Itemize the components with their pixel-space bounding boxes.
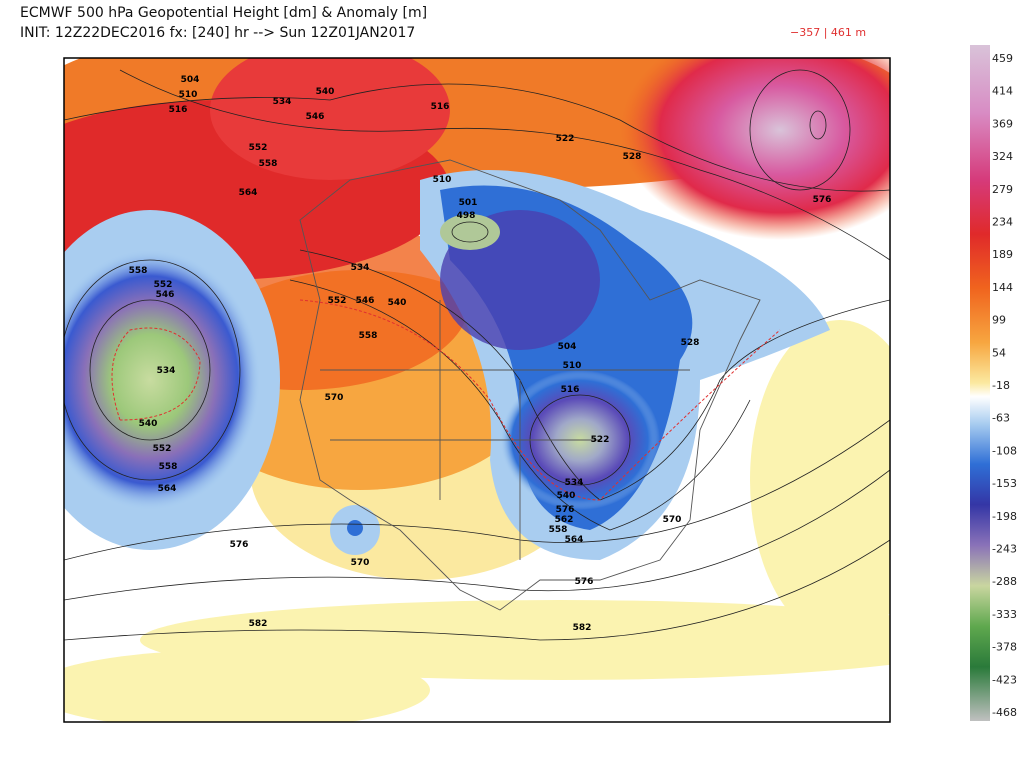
contour-label: 528: [681, 338, 700, 348]
contour-label: 552: [153, 444, 172, 454]
contour-label: 540: [557, 491, 576, 501]
contour-label: 552: [154, 280, 173, 290]
contour-label: 510: [563, 361, 582, 371]
contour-label: 516: [431, 102, 450, 112]
colorbar-label: -468: [992, 706, 1017, 719]
contour-label: 534: [351, 263, 370, 273]
contour-label: 522: [556, 134, 575, 144]
colorbar-label: -378: [992, 641, 1017, 654]
colorbar-label: 99: [992, 314, 1006, 327]
contour-label: 558: [129, 266, 148, 276]
contour-label: 498: [457, 211, 476, 221]
contour-label: 570: [663, 515, 682, 525]
contour-label: 540: [316, 87, 335, 97]
colorbar-label: -63: [992, 412, 1010, 425]
contour-label: 570: [351, 558, 370, 568]
anomaly-range: −357 | 461 m: [790, 26, 866, 39]
colorbar-label: 189: [992, 248, 1013, 261]
colorbar-label: 459: [992, 52, 1013, 65]
title: ECMWF 500 hPa Geopotential Height [dm] &…: [20, 5, 427, 21]
map-frame: [63, 57, 891, 723]
contour-label: 540: [139, 419, 158, 429]
contour-label: 516: [561, 385, 580, 395]
contour-label: 552: [249, 143, 268, 153]
colorbar-label: -333: [992, 608, 1017, 621]
contour-label: 552: [328, 296, 347, 306]
contour-label: 546: [356, 296, 375, 306]
contour-label: 582: [573, 623, 592, 633]
colorbar: [970, 45, 990, 721]
colorbar-label: 279: [992, 183, 1013, 196]
contour-label: 510: [179, 90, 198, 100]
colorbar-label: 54: [992, 346, 1006, 359]
map: 5045105165345405465525585645165225285765…: [64, 58, 890, 722]
contour-label: 534: [157, 366, 176, 376]
colorbar-label: -198: [992, 510, 1017, 523]
contour-label: 528: [623, 152, 642, 162]
colorbar-label: -153: [992, 477, 1017, 490]
contour-label: 558: [359, 331, 378, 341]
contour-label: 504: [181, 75, 200, 85]
contour-label: 564: [565, 535, 584, 545]
contour-label: 504: [558, 342, 577, 352]
contour-label: 582: [249, 619, 268, 629]
contour-label: 562: [555, 515, 574, 525]
contour-label: 576: [575, 577, 594, 587]
contour-label: 546: [156, 290, 175, 300]
colorbar-label: 369: [992, 117, 1013, 130]
contour-label: 534: [273, 97, 292, 107]
colorbar-label: -108: [992, 444, 1017, 457]
colorbar-label: -288: [992, 575, 1017, 588]
contour-label: 576: [813, 195, 832, 205]
contour-label: 576: [556, 505, 575, 515]
colorbar-label: 144: [992, 281, 1013, 294]
colorbar-label: 234: [992, 216, 1013, 229]
contour-label: 534: [565, 478, 584, 488]
contour-label: 516: [169, 105, 188, 115]
contour-label: 558: [259, 159, 278, 169]
contour-label: 564: [158, 484, 177, 494]
colorbar-label: -243: [992, 543, 1017, 556]
contour-label: 558: [549, 525, 568, 535]
colorbar-label: -423: [992, 673, 1017, 686]
colorbar-label: 414: [992, 85, 1013, 98]
colorbar-label: 324: [992, 150, 1013, 163]
contour-label: 501: [459, 198, 478, 208]
contour-label: 570: [325, 393, 344, 403]
contour-label: 510: [433, 175, 452, 185]
contour-label: 540: [388, 298, 407, 308]
contour-label: 558: [159, 462, 178, 472]
contour-label: 522: [591, 435, 610, 445]
colorbar-label: -18: [992, 379, 1010, 392]
contour-label: 576: [230, 540, 249, 550]
contour-label: 546: [306, 112, 325, 122]
contour-label: 564: [239, 188, 258, 198]
subtitle: INIT: 12Z22DEC2016 fx: [240] hr --> Sun …: [20, 25, 415, 41]
